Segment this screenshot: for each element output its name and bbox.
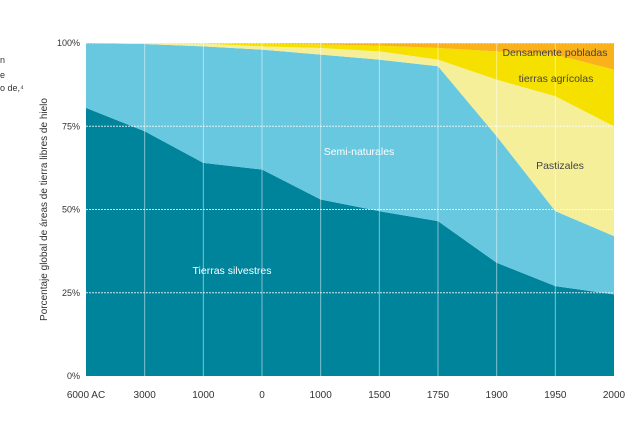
area-densamente-pobladas (86, 43, 614, 70)
x-tick-label: 0 (259, 390, 265, 401)
y-tick-label: 50% (62, 205, 80, 215)
y-tick-label: 25% (62, 288, 80, 298)
area-pastizales (86, 43, 614, 237)
x-tick-label: 1000 (192, 390, 215, 401)
x-tick-label: 3000 (134, 390, 157, 401)
x-tick-label: 1750 (427, 390, 450, 401)
x-tick-label: 2000 (603, 390, 626, 401)
series-label: Tierras silvestres (193, 265, 272, 277)
x-tick-label: 6000 AC (67, 390, 105, 401)
side-text-fragment: n (0, 55, 6, 65)
series-label: Pastizales (536, 160, 584, 172)
y-tick-label: 0% (67, 371, 80, 381)
y-axis-label: Porcentaje global de áreas de tierra lib… (39, 98, 50, 321)
area-semi-naturales (86, 43, 614, 295)
side-text-fragment: e (0, 70, 6, 80)
area-tierras-silvestres (86, 107, 614, 376)
x-tick-label: 1900 (486, 390, 509, 401)
area-tierras-agrícolas (86, 43, 614, 127)
y-tick-label: 100% (57, 38, 80, 48)
y-tick-label: 75% (62, 121, 80, 131)
side-text-fragment: o de,⁴ (0, 83, 24, 93)
series-label: Semi-naturales (324, 146, 395, 158)
x-tick-label: 1000 (310, 390, 333, 401)
x-tick-label: 1950 (544, 390, 567, 401)
series-label: tierras agrícolas (519, 73, 594, 85)
series-label: Densamente pobladas (502, 47, 607, 59)
x-tick-label: 1500 (368, 390, 391, 401)
